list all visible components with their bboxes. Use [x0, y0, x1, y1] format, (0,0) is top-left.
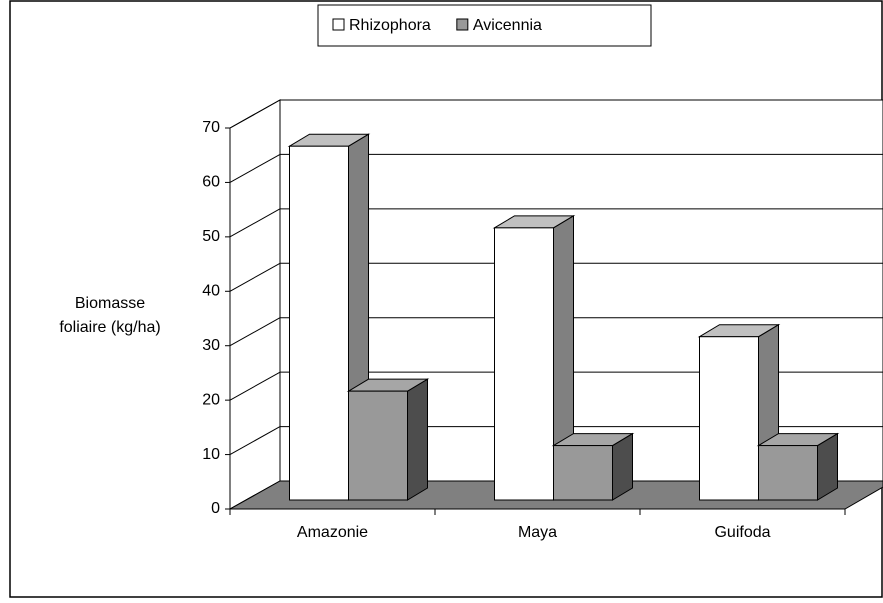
- bar-side: [407, 378, 428, 501]
- bar: [553, 445, 613, 501]
- grid-line: [229, 99, 281, 129]
- y-tick-label: 10: [202, 446, 220, 463]
- y-tick-label: 20: [202, 391, 220, 408]
- grid-line: [229, 317, 281, 347]
- side-wall: [229, 99, 281, 510]
- y-tick-label: 60: [202, 174, 220, 191]
- legend-swatch: [456, 18, 469, 31]
- y-tick-label: 0: [211, 500, 220, 517]
- grid-line: [229, 262, 281, 292]
- legend-label: Avicennia: [473, 17, 542, 34]
- x-tick-label: Guifoda: [714, 524, 770, 541]
- bar: [699, 336, 759, 501]
- y-tick-label: 50: [202, 228, 220, 245]
- bar: [494, 227, 554, 501]
- grid-line: [229, 426, 281, 456]
- y-axis-label: foliaire (kg/ha): [59, 319, 160, 336]
- grid-line: [229, 208, 281, 238]
- bar: [289, 145, 349, 501]
- x-tick-label: Amazonie: [297, 524, 368, 541]
- grid-line: [229, 371, 281, 401]
- bar: [758, 445, 818, 501]
- y-tick-label: 40: [202, 283, 220, 300]
- y-tick-label: 30: [202, 337, 220, 354]
- legend: [317, 4, 652, 47]
- legend-swatch: [332, 18, 345, 31]
- grid-line: [229, 153, 281, 183]
- x-tick-label: Maya: [518, 524, 557, 541]
- y-tick-label: 70: [202, 119, 220, 136]
- legend-label: Rhizophora: [349, 17, 431, 34]
- bar: [348, 390, 408, 501]
- y-axis-label: Biomasse: [75, 295, 145, 312]
